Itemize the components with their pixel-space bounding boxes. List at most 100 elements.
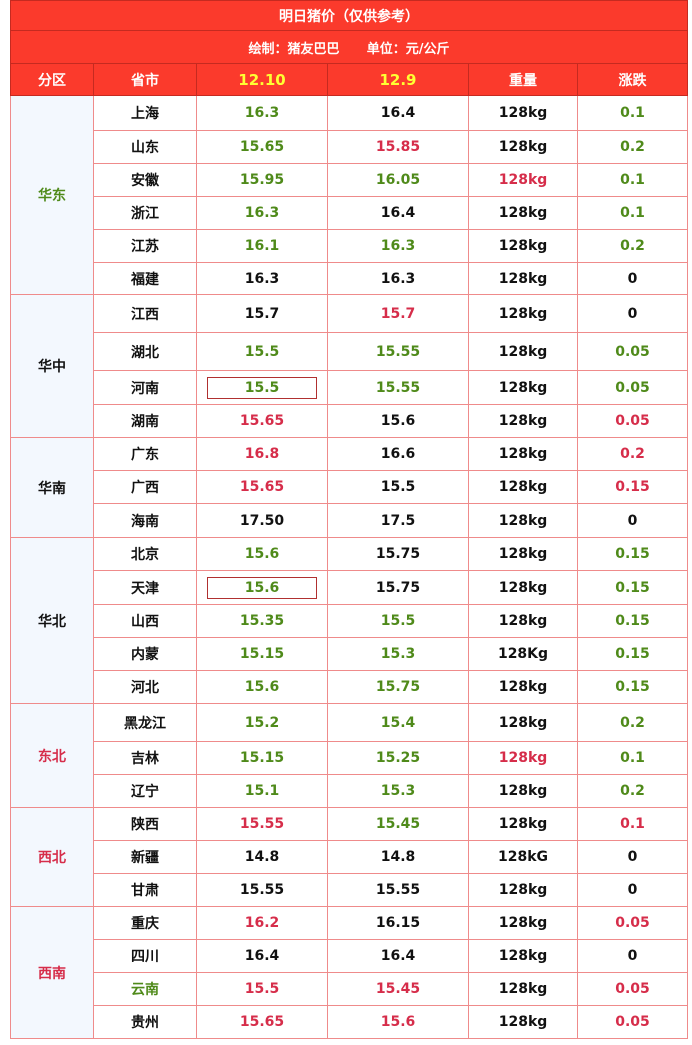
province-cell: 湖北 — [93, 332, 197, 371]
price-today-cell: 15.2 — [196, 703, 328, 742]
price-yesterday-cell: 16.4 — [327, 196, 469, 230]
province-cell: 内蒙 — [93, 637, 197, 671]
province-cell: 浙江 — [93, 196, 197, 230]
weight-cell: 128kg — [468, 873, 578, 907]
price-yesterday-cell: 14.8 — [327, 840, 469, 874]
header-date-2: 12.9 — [327, 63, 469, 96]
header-date-1: 12.10 — [196, 63, 328, 96]
header-province: 省市 — [93, 63, 197, 96]
table-row: 湖南 15.65 15.6 128kg 0.05 — [11, 404, 688, 438]
table-row: 海南 17.50 17.5 128kg 0 — [11, 503, 688, 538]
province-cell: 广东 — [93, 437, 197, 471]
change-cell: 0.05 — [577, 1005, 688, 1039]
price-yesterday-cell: 15.75 — [327, 670, 469, 704]
change-cell: 0.05 — [577, 370, 688, 405]
pig-price-table: 明日猪价（仅供参考） 绘制：猪友巴巴 单位：元/公斤 分区 省市 12.10 1… — [10, 0, 688, 1039]
province-cell: 福建 — [93, 262, 197, 295]
price-today-cell: 15.5 — [196, 972, 328, 1006]
price-today-cell: 15.15 — [196, 637, 328, 671]
table-row: 湖北 15.5 15.55 128kg 0.05 — [11, 332, 688, 371]
change-cell: 0.1 — [577, 95, 688, 131]
price-yesterday-cell: 15.25 — [327, 741, 469, 775]
price-today-cell: 15.95 — [196, 163, 328, 197]
price-yesterday-cell: 15.7 — [327, 294, 469, 333]
price-today-cell: 15.55 — [196, 873, 328, 907]
weight-cell: 128kg — [468, 196, 578, 230]
price-today-cell: 14.8 — [196, 840, 328, 874]
price-yesterday-cell: 15.75 — [327, 537, 469, 571]
change-cell: 0.2 — [577, 703, 688, 742]
price-yesterday-cell: 15.75 — [327, 570, 469, 605]
change-cell: 0.1 — [577, 196, 688, 230]
change-cell: 0 — [577, 873, 688, 907]
table-row: 江苏 16.1 16.3 128kg 0.2 — [11, 229, 688, 263]
weight-cell: 128kg — [468, 229, 578, 263]
table-row: 安徽 15.95 16.05 128kg 0.1 — [11, 163, 688, 197]
price-today-cell: 15.35 — [196, 604, 328, 638]
table-row: 西北 陕西 15.55 15.45 128kg 0.1 — [10, 807, 688, 907]
table-row: 山西 15.35 15.5 128kg 0.15 — [11, 604, 688, 638]
weight-cell: 128kg — [468, 537, 578, 571]
region-cell: 华北 — [10, 537, 94, 704]
weight-cell: 128kg — [468, 437, 578, 471]
weight-cell: 128kg — [468, 262, 578, 295]
weight-cell: 128Kg — [468, 637, 578, 671]
province-cell: 江西 — [93, 294, 197, 333]
highlighted-price: 15.6 — [207, 576, 317, 599]
region-cell: 华中 — [10, 294, 94, 438]
change-cell: 0.05 — [577, 332, 688, 371]
weight-cell: 128kg — [468, 774, 578, 808]
weight-cell: 128kg — [468, 332, 578, 371]
price-today-cell: 15.6 — [196, 570, 328, 605]
province-cell: 河南 — [93, 370, 197, 405]
weight-cell: 128kG — [468, 840, 578, 874]
province-cell: 海南 — [93, 503, 197, 538]
table-row: 贵州 15.65 15.6 128kg 0.05 — [11, 1005, 688, 1039]
price-table-container: 明日猪价（仅供参考） 绘制：猪友巴巴 单位：元/公斤 分区 省市 12.10 1… — [10, 0, 688, 1039]
price-yesterday-cell: 15.3 — [327, 637, 469, 671]
province-cell: 重庆 — [93, 906, 197, 940]
table-subtitle: 绘制：猪友巴巴 单位：元/公斤 — [10, 30, 688, 64]
price-yesterday-cell: 16.4 — [327, 95, 469, 131]
table-row: 吉林 15.15 15.25 128kg 0.1 — [11, 741, 688, 775]
change-cell: 0.05 — [577, 404, 688, 438]
table-body: 华东 上海 16.3 16.4 128kg 0.1 山东 15.65 15.85 128kg 0.2… — [10, 95, 688, 1039]
price-today-cell: 16.2 — [196, 906, 328, 940]
province-cell: 甘肃 — [93, 873, 197, 907]
table-row: 四川 16.4 16.4 128kg 0 — [11, 939, 688, 973]
price-today-cell: 15.65 — [196, 130, 328, 164]
province-cell: 湖南 — [93, 404, 197, 438]
change-cell: 0.15 — [577, 570, 688, 605]
weight-cell: 128kg — [468, 163, 578, 197]
province-cell: 吉林 — [93, 741, 197, 775]
price-yesterday-cell: 15.3 — [327, 774, 469, 808]
table-title: 明日猪价（仅供参考） — [10, 0, 688, 31]
change-cell: 0.1 — [577, 163, 688, 197]
change-cell: 0.15 — [577, 604, 688, 638]
table-row: 河南 15.5 15.55 128kg 0.05 — [11, 370, 688, 405]
province-cell: 山东 — [93, 130, 197, 164]
table-row: 河北 15.6 15.75 128kg 0.15 — [11, 670, 688, 704]
change-cell: 0.15 — [577, 637, 688, 671]
weight-cell: 128kg — [468, 503, 578, 538]
province-cell: 北京 — [93, 537, 197, 571]
table-row: 内蒙 15.15 15.3 128Kg 0.15 — [11, 637, 688, 671]
header-change: 涨跌 — [577, 63, 688, 96]
table-row: 辽宁 15.1 15.3 128kg 0.2 — [11, 774, 688, 808]
change-cell: 0 — [577, 503, 688, 538]
header-weight: 重量 — [468, 63, 578, 96]
table-row: 华北 北京 15.6 15.75 128kg 0.15 — [10, 537, 688, 704]
weight-cell: 128kg — [468, 703, 578, 742]
price-yesterday-cell: 16.05 — [327, 163, 469, 197]
region-cell: 西南 — [10, 906, 94, 1039]
change-cell: 0 — [577, 840, 688, 874]
weight-cell: 128kg — [468, 130, 578, 164]
change-cell: 0.05 — [577, 972, 688, 1006]
province-cell: 上海 — [93, 95, 197, 131]
weight-cell: 128kg — [468, 570, 578, 605]
weight-cell: 128kg — [468, 741, 578, 775]
price-yesterday-cell: 15.4 — [327, 703, 469, 742]
province-cell: 河北 — [93, 670, 197, 704]
weight-cell: 128kg — [468, 370, 578, 405]
price-today-cell: 16.8 — [196, 437, 328, 471]
